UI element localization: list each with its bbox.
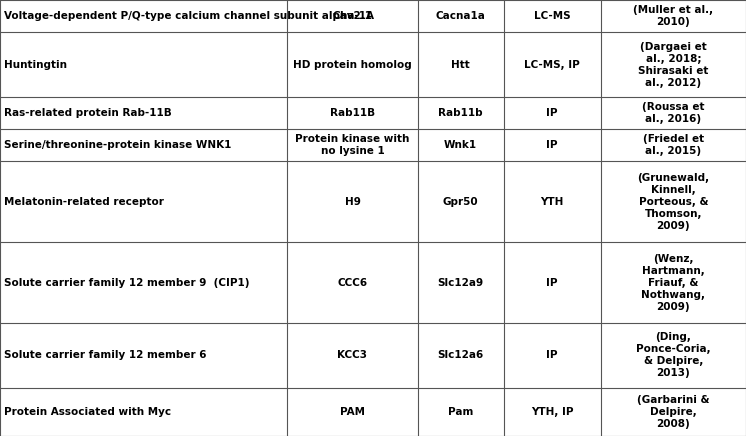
Text: Htt: Htt bbox=[451, 60, 470, 70]
Text: Solute carrier family 12 member 6: Solute carrier family 12 member 6 bbox=[4, 350, 207, 360]
Text: IP: IP bbox=[546, 108, 558, 118]
Text: Cacna1a: Cacna1a bbox=[436, 11, 486, 21]
Text: Protein kinase with
no lysine 1: Protein kinase with no lysine 1 bbox=[295, 134, 410, 157]
Text: HD protein homolog: HD protein homolog bbox=[293, 60, 412, 70]
Text: Pam: Pam bbox=[448, 407, 474, 417]
Text: H9: H9 bbox=[345, 197, 360, 207]
Text: Rab11B: Rab11B bbox=[330, 108, 375, 118]
Text: IP: IP bbox=[546, 278, 558, 288]
Text: (Grunewald,
Kinnell,
Porteous, &
Thomson,
2009): (Grunewald, Kinnell, Porteous, & Thomson… bbox=[637, 173, 709, 231]
Text: (Ding,
Ponce-Coria,
& Delpire,
2013): (Ding, Ponce-Coria, & Delpire, 2013) bbox=[636, 332, 711, 378]
Text: (Garbarini &
Delpire,
2008): (Garbarini & Delpire, 2008) bbox=[637, 395, 709, 429]
Text: (Friedel et
al., 2015): (Friedel et al., 2015) bbox=[643, 134, 703, 157]
Text: KCC3: KCC3 bbox=[337, 350, 368, 360]
Text: Serine/threonine-protein kinase WNK1: Serine/threonine-protein kinase WNK1 bbox=[4, 140, 232, 150]
Text: Slc12a6: Slc12a6 bbox=[438, 350, 483, 360]
Text: CCC6: CCC6 bbox=[337, 278, 368, 288]
Text: Gpr50: Gpr50 bbox=[443, 197, 478, 207]
Text: (Muller et al.,
2010): (Muller et al., 2010) bbox=[633, 5, 713, 27]
Text: IP: IP bbox=[546, 350, 558, 360]
Text: Slc12a9: Slc12a9 bbox=[438, 278, 483, 288]
Text: Rab11b: Rab11b bbox=[439, 108, 483, 118]
Text: Cav2.1: Cav2.1 bbox=[333, 11, 372, 21]
Text: IP: IP bbox=[546, 140, 558, 150]
Text: YTH, IP: YTH, IP bbox=[531, 407, 573, 417]
Text: (Roussa et
al., 2016): (Roussa et al., 2016) bbox=[642, 102, 704, 124]
Text: LC-MS: LC-MS bbox=[533, 11, 571, 21]
Text: Voltage-dependent P/Q-type calcium channel subunit alpha-1A: Voltage-dependent P/Q-type calcium chann… bbox=[4, 11, 374, 21]
Text: Solute carrier family 12 member 9  (CIP1): Solute carrier family 12 member 9 (CIP1) bbox=[4, 278, 250, 288]
Text: (Dargaei et
al., 2018;
Shirasaki et
al., 2012): (Dargaei et al., 2018; Shirasaki et al.,… bbox=[638, 41, 709, 88]
Text: PAM: PAM bbox=[340, 407, 365, 417]
Text: Melatonin-related receptor: Melatonin-related receptor bbox=[4, 197, 164, 207]
Text: YTH: YTH bbox=[540, 197, 564, 207]
Text: (Wenz,
Hartmann,
Friauf, &
Nothwang,
2009): (Wenz, Hartmann, Friauf, & Nothwang, 200… bbox=[642, 254, 705, 312]
Text: Protein Associated with Myc: Protein Associated with Myc bbox=[4, 407, 172, 417]
Text: Ras-related protein Rab-11B: Ras-related protein Rab-11B bbox=[4, 108, 172, 118]
Text: LC-MS, IP: LC-MS, IP bbox=[524, 60, 580, 70]
Text: Wnk1: Wnk1 bbox=[444, 140, 477, 150]
Text: Huntingtin: Huntingtin bbox=[4, 60, 67, 70]
